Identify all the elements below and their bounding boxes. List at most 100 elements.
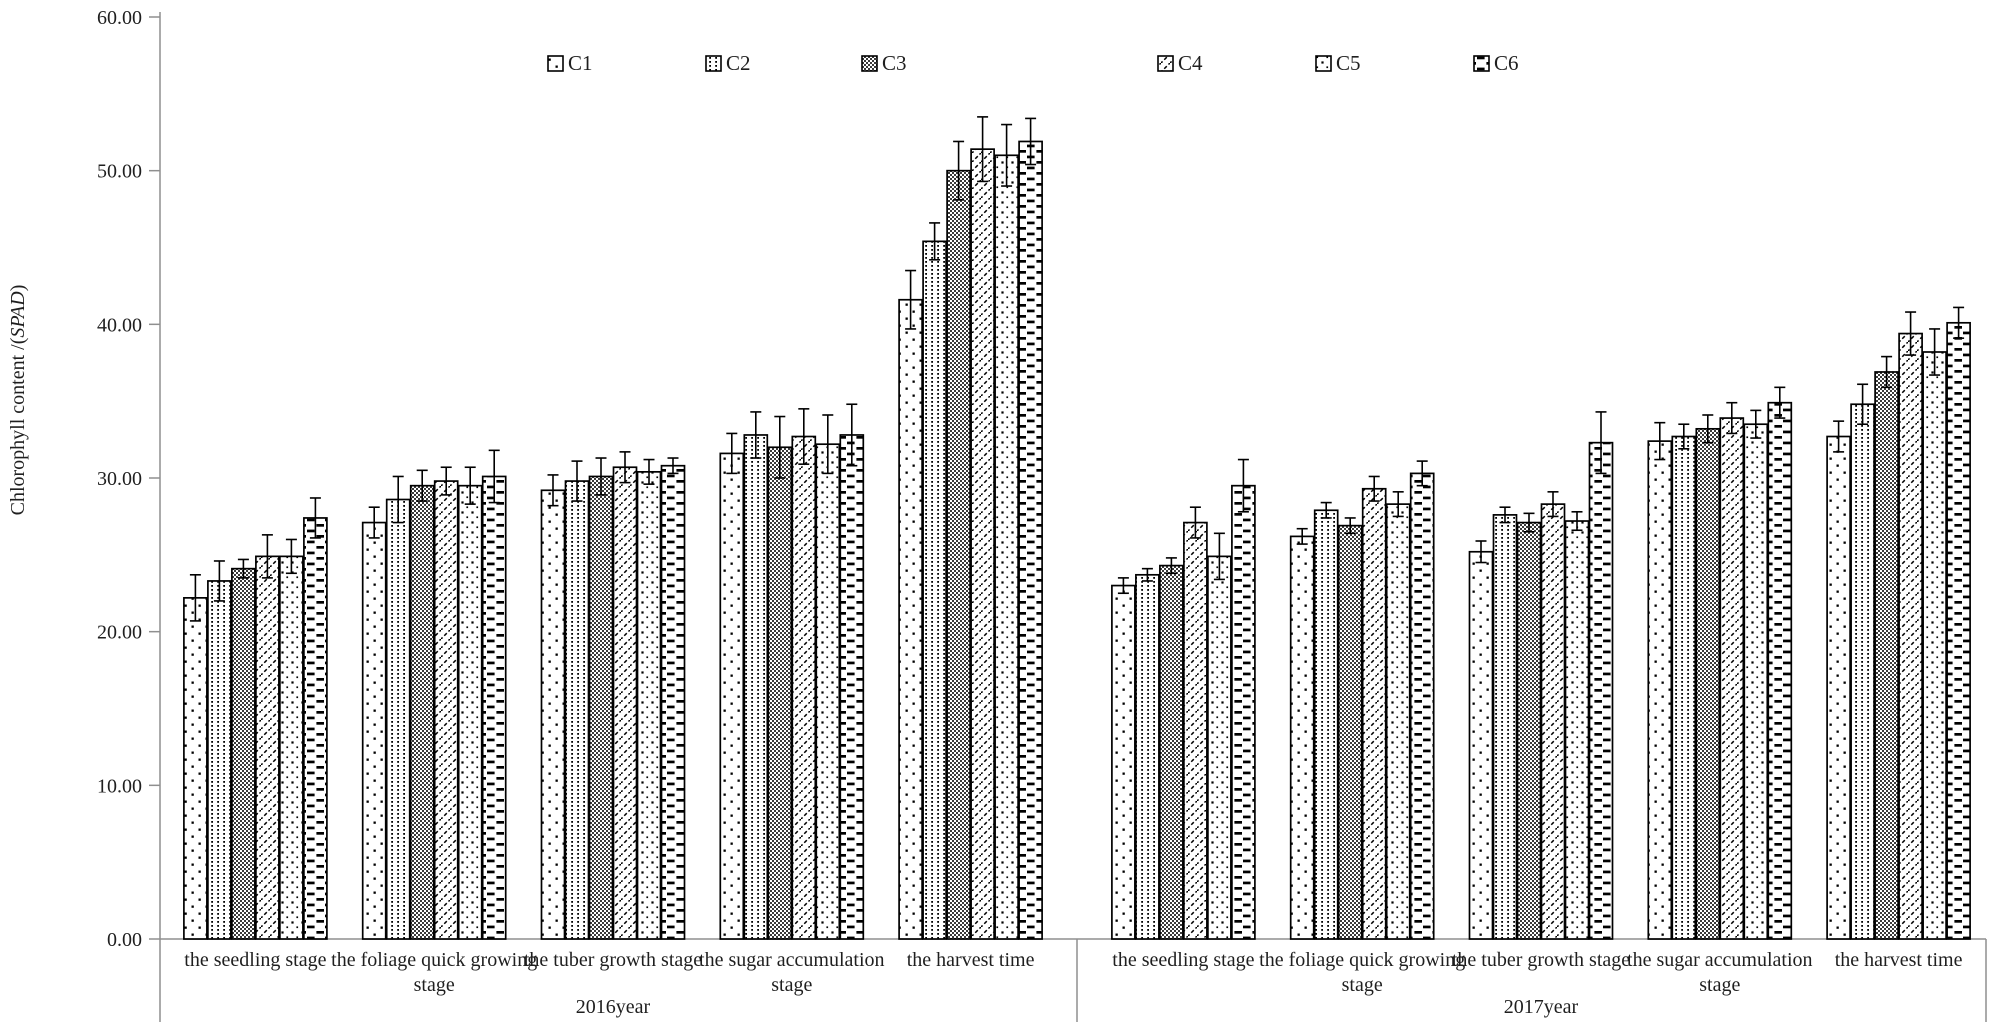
error-bar-C5: [1571, 511, 1583, 532]
error-bar-C6: [1953, 306, 1965, 339]
bar-C5: [1564, 520, 1590, 940]
y-tick-label: 40.00: [97, 314, 142, 336]
bar-C5: [994, 154, 1019, 940]
bar-C6: [660, 464, 686, 940]
bar-C4: [1719, 417, 1745, 940]
error-bar-C1: [1475, 540, 1487, 564]
error-bar-C1: [1654, 421, 1666, 461]
error-bar-C1: [726, 432, 738, 475]
legend-item-C3: C3: [861, 51, 907, 75]
error-bar-C4: [261, 534, 273, 579]
bar-C6: [1231, 484, 1256, 940]
bar-C1: [1468, 550, 1494, 940]
bar-C3: [1516, 521, 1542, 940]
error-bar-C5: [643, 458, 655, 485]
bar-C1: [898, 298, 923, 940]
legend-label: C2: [726, 51, 751, 75]
x-group-label: the sugar accumulation: [699, 949, 885, 971]
x-group-label: the seedling stage: [184, 949, 326, 971]
year-label: 2016year: [576, 996, 651, 1018]
error-bar-C3: [1165, 557, 1177, 575]
bar-C5: [1385, 503, 1411, 940]
x-group-label: stage: [414, 974, 455, 996]
error-bar-C3: [1523, 512, 1535, 533]
legend: C1 C2 C3 C4 C5 C6: [547, 51, 1519, 75]
error-bar-C3: [595, 457, 607, 496]
error-bar-C5: [1213, 532, 1225, 581]
error-bar-C6: [667, 457, 679, 475]
bar-C1: [361, 521, 387, 940]
bar-C1: [1647, 440, 1673, 940]
error-bar-C2: [1320, 501, 1332, 519]
error-bar-C5: [1392, 491, 1404, 518]
bar-C2: [385, 498, 411, 940]
error-bar-C3: [953, 140, 965, 201]
bar-C4: [433, 480, 459, 940]
bar-C2: [1313, 509, 1339, 940]
error-bar-C1: [1117, 577, 1129, 595]
error-bar-C4: [440, 466, 452, 496]
error-bar-C4: [619, 451, 631, 484]
error-bar-C3: [1702, 414, 1714, 444]
error-bar-C2: [929, 222, 941, 261]
error-bar-C5: [464, 466, 476, 505]
legend-item-C2: C2: [705, 51, 751, 75]
legend-label: C5: [1336, 51, 1361, 75]
x-group-label: the sugar accumulation: [1627, 949, 1813, 971]
bar-C3: [946, 169, 971, 940]
error-bar-C6: [1595, 411, 1607, 475]
error-bar-C6: [846, 403, 858, 467]
bar-C4: [791, 435, 817, 940]
bar-C2: [1850, 403, 1875, 940]
bar-C1: [1289, 535, 1315, 940]
error-bar-C3: [416, 469, 428, 502]
legend-label: C6: [1494, 51, 1519, 75]
y-tick-label: 20.00: [97, 622, 142, 644]
bar-C3: [1695, 427, 1721, 940]
x-group-label: the harvest time: [907, 949, 1035, 971]
bar-C6: [1018, 140, 1043, 940]
x-group-label: stage: [1699, 974, 1740, 996]
error-bar-C3: [1344, 517, 1356, 535]
error-bar-C3: [1881, 355, 1893, 389]
year-label: 2017year: [1504, 996, 1579, 1018]
x-group-label: the tuber growth stage: [524, 949, 702, 971]
legend-swatch-icon: [705, 55, 722, 72]
bar-C4: [1540, 503, 1566, 940]
bar-C5: [1743, 423, 1769, 940]
bar-C5: [1207, 555, 1232, 940]
error-bar-C2: [1678, 423, 1690, 450]
y-tick-label: 30.00: [97, 468, 142, 490]
error-bar-C1: [1833, 420, 1845, 453]
bar-C6: [839, 434, 865, 940]
x-group-label: stage: [1342, 974, 1383, 996]
axis-labels: the seedling stage the foliage quick grow…: [184, 949, 1962, 1018]
bar-C1: [1111, 584, 1136, 940]
bar-C6: [1946, 321, 1971, 940]
bars: [183, 140, 1971, 940]
error-bar-C5: [1750, 409, 1762, 439]
error-bar-C4: [798, 408, 810, 465]
bar-C6: [1588, 441, 1614, 940]
bar-C1: [1826, 435, 1851, 940]
error-bar-C4: [1905, 311, 1917, 356]
error-bar-C6: [488, 449, 500, 504]
error-bar-C5: [1001, 123, 1013, 187]
bar-C3: [588, 475, 614, 940]
error-bar-C4: [977, 116, 989, 183]
bar-C6: [481, 475, 507, 940]
error-bar-C1: [905, 269, 917, 330]
bar-C2: [1135, 573, 1160, 940]
bar-C2: [207, 580, 232, 940]
legend-swatch-icon: [1473, 55, 1490, 72]
error-bars: [189, 116, 1965, 622]
error-bar-C5: [285, 538, 297, 575]
bar-C4: [1898, 332, 1923, 940]
error-bar-C3: [237, 558, 249, 579]
x-group-label: the tuber growth stage: [1452, 949, 1630, 971]
legend-label: C1: [568, 51, 593, 75]
bar-C1: [540, 489, 566, 940]
bar-C5: [457, 484, 483, 940]
error-bar-C2: [1141, 567, 1153, 582]
